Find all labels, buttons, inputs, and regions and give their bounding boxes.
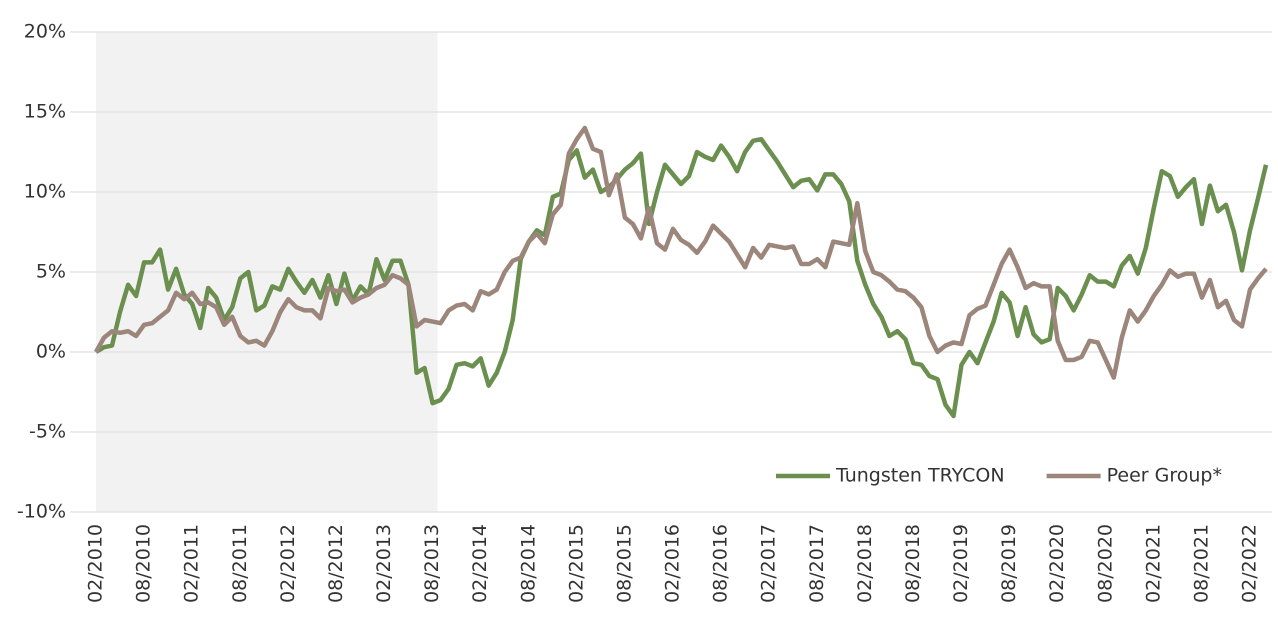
x-tick-label: 08/2014 <box>517 524 539 603</box>
x-tick-label: 02/2016 <box>662 524 684 603</box>
x-tick-label: 02/2020 <box>1046 524 1068 603</box>
series-line <box>94 136 1269 419</box>
y-tick-label: 5% <box>36 261 66 283</box>
x-tick-label: 02/2017 <box>758 524 780 603</box>
x-tick-label: 02/2014 <box>469 524 491 603</box>
legend-label: Tungsten TRYCON <box>835 465 1005 487</box>
y-tick-label: -10% <box>17 501 66 523</box>
x-tick-label: 08/2020 <box>1094 524 1116 603</box>
x-tick-label: 08/2017 <box>806 524 828 603</box>
x-tick-label: 08/2018 <box>902 524 924 603</box>
y-tick-label: 20% <box>24 21 66 43</box>
x-tick-label: 08/2021 <box>1190 524 1212 603</box>
x-tick-label: 02/2010 <box>85 524 107 603</box>
x-tick-label: 02/2012 <box>277 524 299 603</box>
y-tick-label: 10% <box>24 181 66 203</box>
x-tick-label: 08/2013 <box>421 524 443 603</box>
x-tick-label: 08/2016 <box>710 524 732 603</box>
x-tick-label: 02/2015 <box>565 524 587 603</box>
y-tick-label: -5% <box>29 421 66 443</box>
series-line <box>94 125 1268 380</box>
x-tick-label: 02/2013 <box>373 524 395 603</box>
x-tick-label: 02/2021 <box>1142 524 1164 603</box>
x-tick-label: 08/2011 <box>229 524 251 603</box>
x-tick-label: 08/2010 <box>133 524 155 603</box>
x-tick-label: 02/2011 <box>181 524 203 603</box>
y-tick-label: 15% <box>24 101 66 123</box>
x-tick-label: 02/2018 <box>854 524 876 603</box>
y-tick-label: 0% <box>36 341 66 363</box>
x-tick-label: 02/2019 <box>950 524 972 603</box>
legend-label: Peer Group* <box>1107 465 1222 487</box>
x-tick-label: 08/2019 <box>998 524 1020 603</box>
x-tick-label: 08/2015 <box>613 524 635 603</box>
x-tick-label: 02/2022 <box>1239 524 1261 603</box>
x-tick-label: 08/2012 <box>325 524 347 603</box>
